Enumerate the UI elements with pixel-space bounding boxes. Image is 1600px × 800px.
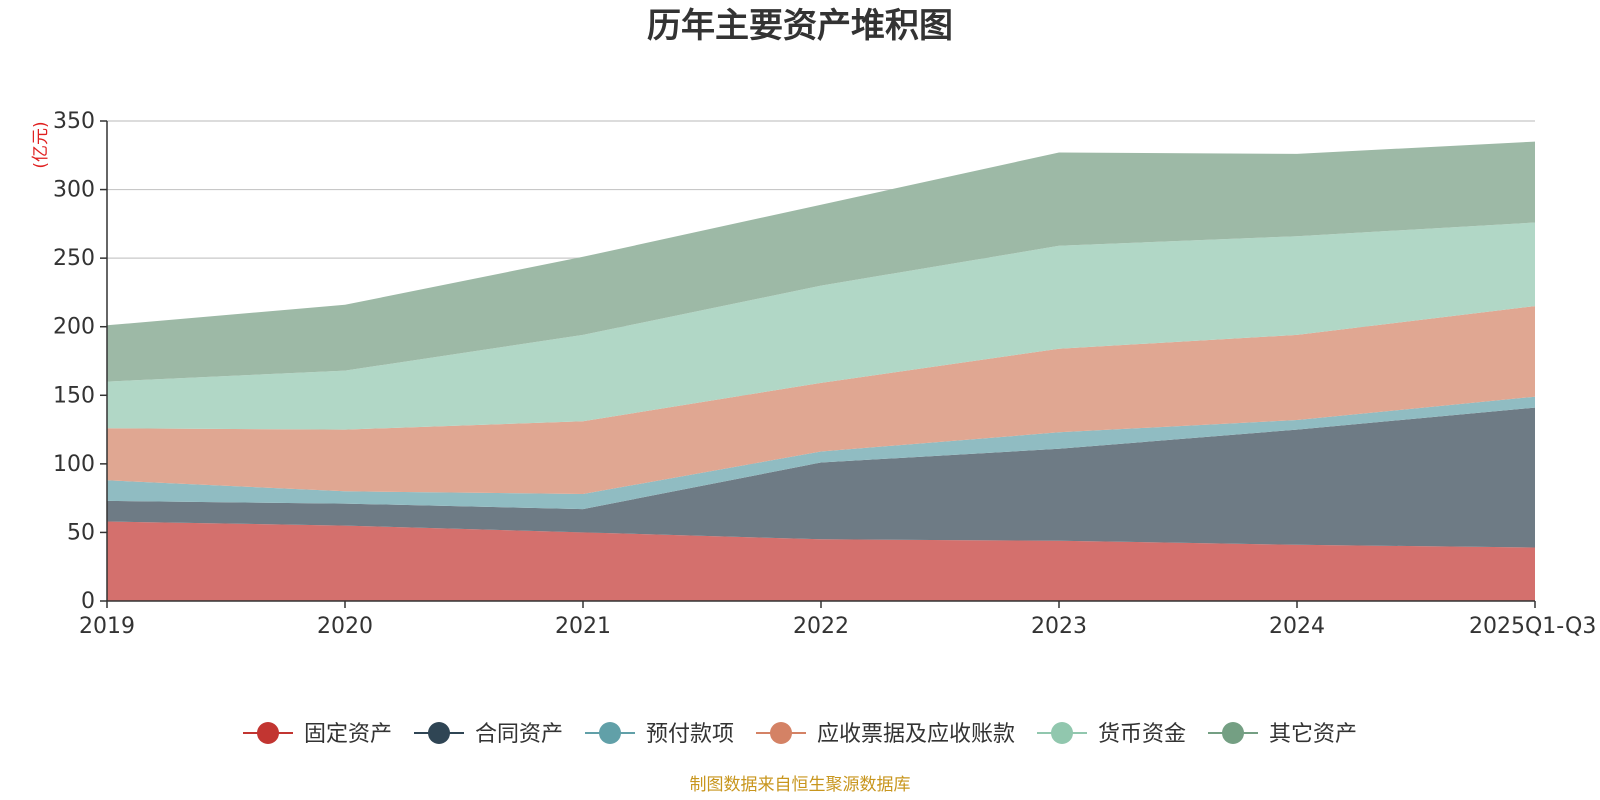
legend-item-6: 其它资产 (1208, 722, 1357, 747)
axes: 0 50 100 150 200 250 300 350 2019 2020 2021 2022 202… (53, 109, 1596, 639)
legend-marker (257, 722, 279, 744)
y-tick-label-100: 100 (53, 452, 95, 477)
x-tick-label-5: 2023 (1031, 614, 1087, 639)
legend-marker (599, 722, 621, 744)
legend-marker (1222, 722, 1244, 744)
series-area-5 (107, 222, 1535, 430)
y-tick-label-50: 50 (67, 520, 95, 545)
legend-label: 合同资产 (475, 722, 563, 747)
source-note: 制图数据来自恒生聚源数据库 (690, 775, 911, 795)
y-tick-label-350: 350 (53, 109, 95, 134)
legend-item-4: 应收票据及应收账款 (756, 722, 1015, 747)
y-axis-unit-label: (亿元) (31, 121, 51, 168)
legend-label: 固定资产 (304, 722, 392, 747)
legend-label: 货币资金 (1098, 722, 1186, 747)
legend-marker (428, 722, 450, 744)
legend-item-3: 预付款项 (585, 722, 734, 747)
x-tick-label-2: 2020 (317, 614, 373, 639)
legend: 固定资产 合同资产 预付款项 应收票据及应收账款 货币资金 其它资产 (243, 722, 1357, 747)
series-area-3 (107, 396, 1535, 510)
chart-title: 历年主要资产堆积图 (647, 6, 953, 46)
series-area-2 (107, 407, 1535, 548)
series-area-6 (107, 141, 1535, 382)
area-series (107, 141, 1535, 601)
legend-label: 其它资产 (1269, 722, 1357, 747)
x-tick-label-4: 2022 (793, 614, 849, 639)
legend-item-1: 固定资产 (243, 722, 392, 747)
legend-label: 应收票据及应收账款 (817, 722, 1015, 747)
series-area-4 (107, 306, 1535, 494)
x-tick-label-3: 2021 (555, 614, 611, 639)
legend-item-2: 合同资产 (414, 722, 563, 747)
x-tick-label-7: 2025Q1-Q3 (1469, 614, 1596, 639)
y-tick-label-150: 150 (53, 383, 95, 408)
x-tick-label-1: 2019 (79, 614, 135, 639)
y-tick-label-300: 300 (53, 178, 95, 203)
legend-marker (770, 722, 792, 744)
series-area-1 (107, 521, 1535, 601)
y-tick-label-250: 250 (53, 246, 95, 271)
legend-label: 预付款项 (646, 722, 734, 747)
y-tick-label-0: 0 (81, 589, 95, 614)
legend-item-5: 货币资金 (1037, 722, 1186, 747)
legend-marker (1051, 722, 1073, 744)
y-tick-label-200: 200 (53, 315, 95, 340)
x-tick-label-6: 2024 (1269, 614, 1325, 639)
